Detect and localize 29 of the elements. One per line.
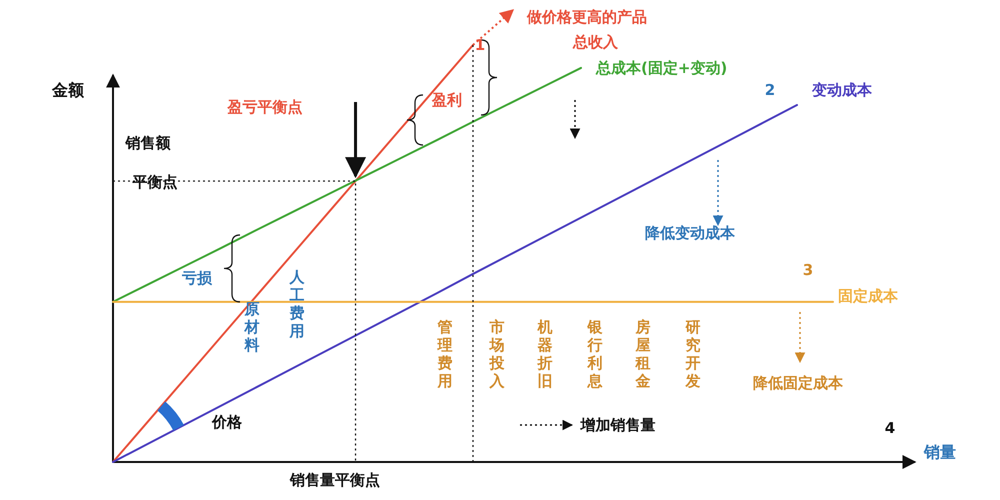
- annotation: 盈利: [431, 91, 462, 109]
- text: 销售量平衡点: [289, 471, 380, 489]
- annotation: 降低固定成本: [753, 374, 844, 392]
- annotation: 机器折旧: [536, 318, 552, 390]
- annotation: 增加销售量: [580, 416, 656, 434]
- annotation: 2: [764, 81, 776, 99]
- annotation: 管理费用: [436, 318, 452, 390]
- series-label: 总成本(固定+变动): [595, 58, 728, 77]
- annotation: 1: [474, 36, 486, 54]
- annotation: 原材料: [244, 300, 260, 354]
- series-label: 固定成本: [838, 286, 899, 305]
- text: 总收入: [572, 33, 619, 51]
- annotation: 平衡点: [132, 173, 178, 191]
- annotation: 市场投入: [488, 318, 506, 390]
- series-label: 变动成本: [811, 81, 873, 100]
- annotation: 研究开发: [684, 318, 700, 390]
- annotation: 人工费用: [288, 268, 306, 340]
- annotation: 降低变动成本: [645, 224, 736, 242]
- annotation: 银行利息: [586, 318, 604, 390]
- annotation: 3: [802, 261, 814, 279]
- annotation: 4: [884, 419, 896, 437]
- annotation: 销售额: [124, 134, 172, 152]
- annotation: 盈亏平衡点: [226, 98, 302, 116]
- annotation: 价格: [211, 413, 243, 431]
- text: 做价格更高的产品: [526, 8, 647, 26]
- y-axis-title: 金额: [51, 80, 85, 100]
- x-axis-title: 销量: [923, 442, 956, 462]
- annotation: 亏损: [181, 269, 213, 287]
- annotation: 房屋租金: [634, 318, 650, 390]
